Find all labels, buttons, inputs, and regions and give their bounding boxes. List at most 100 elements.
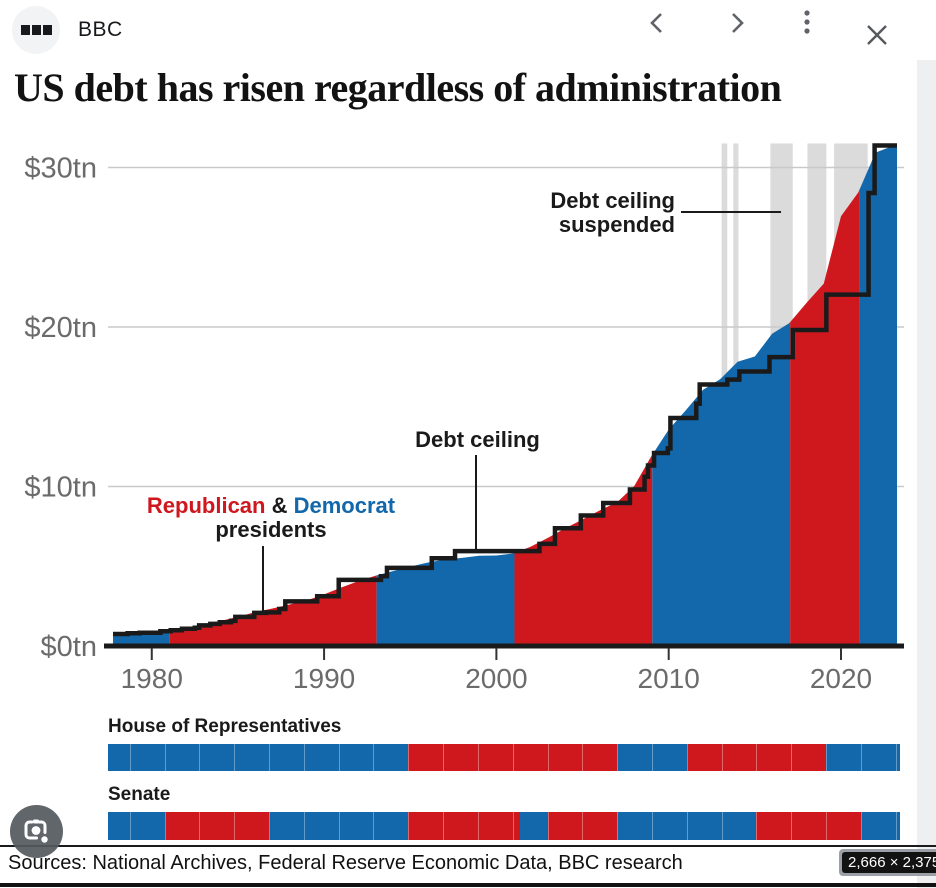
term-divider bbox=[373, 812, 375, 840]
bbc-logo-block bbox=[31, 25, 41, 35]
term-divider bbox=[269, 812, 270, 840]
term-divider bbox=[686, 744, 688, 771]
kebab-menu-icon bbox=[804, 10, 810, 34]
congress-segment-democrat bbox=[617, 744, 687, 771]
term-divider bbox=[373, 744, 375, 771]
annotation-line1: Republican & Democrat bbox=[126, 494, 416, 518]
annotation-line2: presidents bbox=[215, 517, 327, 542]
term-divider bbox=[686, 812, 688, 840]
chevron-left-icon bbox=[650, 13, 662, 33]
term-divider bbox=[547, 812, 549, 840]
congress-segment-democrat bbox=[860, 812, 900, 840]
term-divider bbox=[199, 812, 201, 840]
annotation-debt-ceiling-suspended: Debt ceiling suspended bbox=[470, 189, 675, 237]
bottom-edge bbox=[0, 883, 936, 887]
svg-text:2000: 2000 bbox=[465, 663, 527, 694]
page-background-gutter bbox=[917, 60, 936, 888]
congress-segment-republican bbox=[686, 744, 827, 771]
term-divider bbox=[826, 812, 828, 840]
lens-search-button[interactable] bbox=[10, 805, 63, 858]
term-divider bbox=[791, 744, 793, 771]
house-bar-label: House of Representatives bbox=[108, 716, 342, 737]
annotation-pointer-line bbox=[475, 455, 477, 551]
congress-segment-republican bbox=[547, 812, 618, 840]
brand-label: BBC bbox=[78, 18, 123, 41]
term-divider bbox=[895, 812, 897, 840]
term-divider bbox=[651, 744, 653, 771]
term-divider bbox=[269, 744, 270, 771]
ampersand: & bbox=[265, 493, 294, 518]
republican-label: Republican bbox=[146, 493, 266, 518]
image-dimensions-badge: 2,666 × 2,375 bbox=[839, 849, 936, 876]
congress-segment-republican bbox=[756, 812, 861, 840]
term-divider bbox=[860, 812, 862, 840]
svg-text:2020: 2020 bbox=[810, 663, 872, 694]
democrat-label: Democrat bbox=[293, 493, 396, 518]
annotation-pointer-line bbox=[262, 546, 264, 612]
svg-text:1980: 1980 bbox=[121, 663, 183, 694]
congress-segment-democrat bbox=[269, 812, 409, 840]
term-divider bbox=[408, 812, 410, 840]
svg-text:1990: 1990 bbox=[293, 663, 355, 694]
congress-segment-republican bbox=[408, 812, 520, 840]
term-divider bbox=[199, 744, 201, 771]
term-divider bbox=[756, 744, 758, 771]
close-button[interactable] bbox=[860, 18, 894, 52]
term-divider bbox=[338, 744, 340, 771]
term-divider bbox=[338, 812, 340, 840]
annotation-line1: Debt ceiling bbox=[550, 188, 675, 213]
svg-text:$10tn: $10tn bbox=[24, 472, 97, 504]
term-divider bbox=[129, 744, 131, 771]
term-divider bbox=[860, 744, 862, 771]
annotation-presidents: Republican & Democrat presidents bbox=[126, 494, 416, 542]
chevron-right-icon bbox=[732, 13, 744, 33]
svg-text:$20tn: $20tn bbox=[24, 312, 97, 344]
footer-divider bbox=[0, 845, 936, 847]
bbc-logo[interactable] bbox=[12, 6, 60, 54]
term-divider bbox=[582, 744, 584, 771]
term-divider bbox=[303, 744, 305, 771]
term-divider bbox=[617, 812, 619, 840]
congress-segment-republican bbox=[408, 744, 618, 771]
term-divider bbox=[408, 744, 410, 771]
term-divider bbox=[512, 744, 514, 771]
debt-chart-svg: $0tn $10tn $20tn $30tn 1980 1990 2000 2010 2020 bbox=[24, 143, 904, 694]
congress-segment-republican bbox=[164, 812, 269, 840]
term-divider bbox=[164, 744, 166, 771]
term-divider bbox=[721, 744, 723, 771]
term-divider bbox=[582, 812, 584, 840]
congress-segment-democrat bbox=[108, 744, 409, 771]
term-divider bbox=[443, 812, 445, 840]
annotation-pointer-line bbox=[681, 211, 781, 213]
term-divider bbox=[477, 812, 479, 840]
back-button[interactable] bbox=[641, 6, 675, 40]
term-divider bbox=[512, 812, 514, 840]
close-icon bbox=[867, 25, 887, 45]
term-divider bbox=[651, 812, 653, 840]
forward-button[interactable] bbox=[719, 6, 753, 40]
congress-segment-democrat bbox=[826, 744, 900, 771]
senate-control-bar bbox=[108, 812, 900, 840]
camera-lens-icon bbox=[24, 819, 48, 843]
term-divider bbox=[826, 744, 828, 771]
term-divider bbox=[303, 812, 305, 840]
annotation-line2: suspended bbox=[558, 212, 675, 237]
term-divider bbox=[443, 744, 445, 771]
svg-text:2010: 2010 bbox=[638, 663, 700, 694]
congress-segment-democrat bbox=[617, 812, 757, 840]
bbc-logo-block bbox=[42, 25, 52, 35]
term-divider bbox=[617, 744, 619, 771]
term-divider bbox=[895, 744, 897, 771]
term-divider bbox=[234, 812, 236, 840]
term-divider bbox=[547, 744, 549, 771]
term-divider bbox=[164, 812, 166, 840]
more-options-button[interactable] bbox=[790, 5, 824, 39]
chart-title: US debt has risen regardless of administ… bbox=[14, 65, 782, 110]
svg-text:$0tn: $0tn bbox=[41, 631, 97, 663]
svg-text:$30tn: $30tn bbox=[24, 153, 97, 185]
house-control-bar bbox=[108, 744, 900, 771]
sources-text: Sources: National Archives, Federal Rese… bbox=[8, 852, 683, 874]
term-divider bbox=[129, 812, 131, 840]
congress-segment-democrat bbox=[108, 812, 165, 840]
